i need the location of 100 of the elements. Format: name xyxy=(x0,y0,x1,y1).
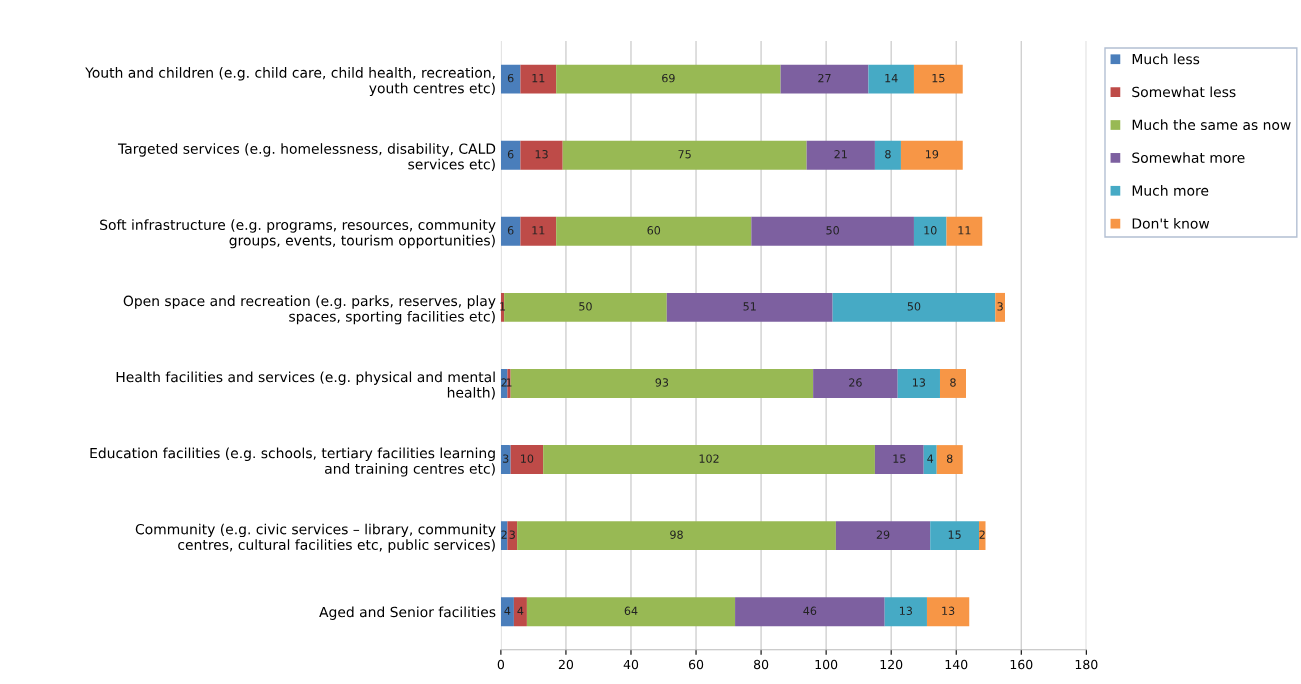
data-label: 8 xyxy=(950,378,956,387)
data-label: 11 xyxy=(532,226,545,235)
bar xyxy=(504,292,667,322)
bar xyxy=(923,445,937,475)
bar xyxy=(930,521,979,551)
data-label: 15 xyxy=(893,454,906,463)
bar xyxy=(979,521,986,551)
data-label: 8 xyxy=(885,150,891,159)
x-tick-label: 180 xyxy=(1075,659,1098,670)
x-tick-label: 80 xyxy=(753,659,769,670)
bar xyxy=(874,445,924,475)
bar xyxy=(556,216,752,246)
data-label: 2 xyxy=(501,378,507,387)
y-tick-label: Community (e.g. civic services – library, community centres, cultural facilities etc, public services) xyxy=(135,523,496,553)
x-tick-label: 20 xyxy=(558,659,574,670)
data-label: 51 xyxy=(743,302,756,311)
y-tick-label: Youth and children (e.g. child care, child health, recreation, youth centres etc) xyxy=(85,67,495,97)
data-label: 13 xyxy=(942,606,955,615)
data-label: 50 xyxy=(579,302,592,311)
bar xyxy=(526,597,736,627)
data-label: 13 xyxy=(912,378,926,387)
data-label: 10 xyxy=(924,226,937,235)
data-label: 60 xyxy=(647,226,661,235)
bar xyxy=(500,140,521,170)
legend-label: Much the same as now xyxy=(1132,119,1291,131)
bar xyxy=(735,597,885,627)
data-label: 8 xyxy=(946,454,953,463)
bar xyxy=(884,597,927,627)
bar xyxy=(520,140,563,170)
data-label: 3 xyxy=(503,454,509,463)
legend-label: Much more xyxy=(1132,185,1209,196)
data-label: 50 xyxy=(826,226,839,235)
x-tick-label: 140 xyxy=(945,659,968,670)
bar xyxy=(832,292,996,322)
data-label: 2 xyxy=(979,530,985,539)
data-label: 19 xyxy=(925,150,939,159)
data-label: 13 xyxy=(899,606,912,615)
data-label: 4 xyxy=(517,606,524,615)
data-label: 29 xyxy=(876,530,890,539)
data-label: 10 xyxy=(521,454,534,463)
bar xyxy=(813,369,898,398)
data-label: 14 xyxy=(885,74,898,83)
bar xyxy=(913,64,963,94)
bar xyxy=(507,521,518,551)
data-label: 21 xyxy=(834,150,847,159)
data-label: 26 xyxy=(849,378,862,387)
data-label: 6 xyxy=(507,150,514,159)
data-label: 98 xyxy=(670,530,683,539)
y-tick-label: Health facilities and services (e.g. physical and mental health) xyxy=(116,371,495,400)
data-label: 15 xyxy=(948,530,961,539)
bar xyxy=(543,445,875,475)
bar xyxy=(900,140,963,170)
y-tick-label: Education facilities (e.g. schools, tertiary facilities learning and training centres etc) xyxy=(90,447,495,477)
y-tick-label: Open space and recreation (e.g. parks, reserves, play spaces, sporting facilities etc) xyxy=(123,295,496,325)
legend-label: Don't know xyxy=(1132,217,1210,229)
bar xyxy=(751,216,914,246)
bar xyxy=(520,64,557,94)
data-label: 93 xyxy=(655,378,669,387)
bar xyxy=(500,64,521,94)
data-label: 6 xyxy=(507,73,514,83)
x-tick-label: 120 xyxy=(880,659,903,670)
data-label: 46 xyxy=(803,606,817,615)
bar xyxy=(897,369,940,398)
x-tick-label: 160 xyxy=(1010,659,1033,670)
bar xyxy=(666,292,833,322)
bar xyxy=(936,445,963,475)
bar xyxy=(510,445,544,475)
bar xyxy=(517,521,836,551)
bar xyxy=(874,140,901,170)
data-label: 3 xyxy=(509,530,515,539)
data-label: 6 xyxy=(507,226,514,235)
data-label: 13 xyxy=(535,150,548,159)
bar xyxy=(835,521,931,551)
bar xyxy=(806,140,875,170)
bar xyxy=(556,64,781,94)
data-label: 102 xyxy=(699,454,719,463)
data-label: 69 xyxy=(662,73,675,83)
legend-label: Much less xyxy=(1132,53,1200,65)
bar xyxy=(500,216,521,246)
data-label: 4 xyxy=(927,454,934,463)
bar xyxy=(868,64,914,94)
bar xyxy=(520,216,557,246)
bar xyxy=(510,369,814,398)
data-label: 64 xyxy=(624,606,638,615)
data-label: 15 xyxy=(932,74,945,83)
y-tick-label: Targeted services (e.g. homelessness, disability, CALD services etc) xyxy=(117,143,496,172)
y-tick-label: Soft infrastructure (e.g. programs, resources, community groups, events, tourism opportunities) xyxy=(100,219,496,249)
data-label: 11 xyxy=(532,74,545,83)
data-label: 2 xyxy=(501,530,507,539)
bar xyxy=(500,597,514,627)
bar xyxy=(513,597,527,627)
bar xyxy=(995,292,1006,322)
legend-label: Somewhat less xyxy=(1132,86,1236,98)
x-tick-label: 40 xyxy=(623,659,639,670)
bar xyxy=(939,369,966,398)
data-label: 50 xyxy=(907,302,921,311)
legend-label: Somewhat more xyxy=(1132,152,1245,163)
data-label: 27 xyxy=(818,73,831,83)
x-tick-label: 0 xyxy=(497,659,505,670)
data-label: 11 xyxy=(958,226,971,235)
